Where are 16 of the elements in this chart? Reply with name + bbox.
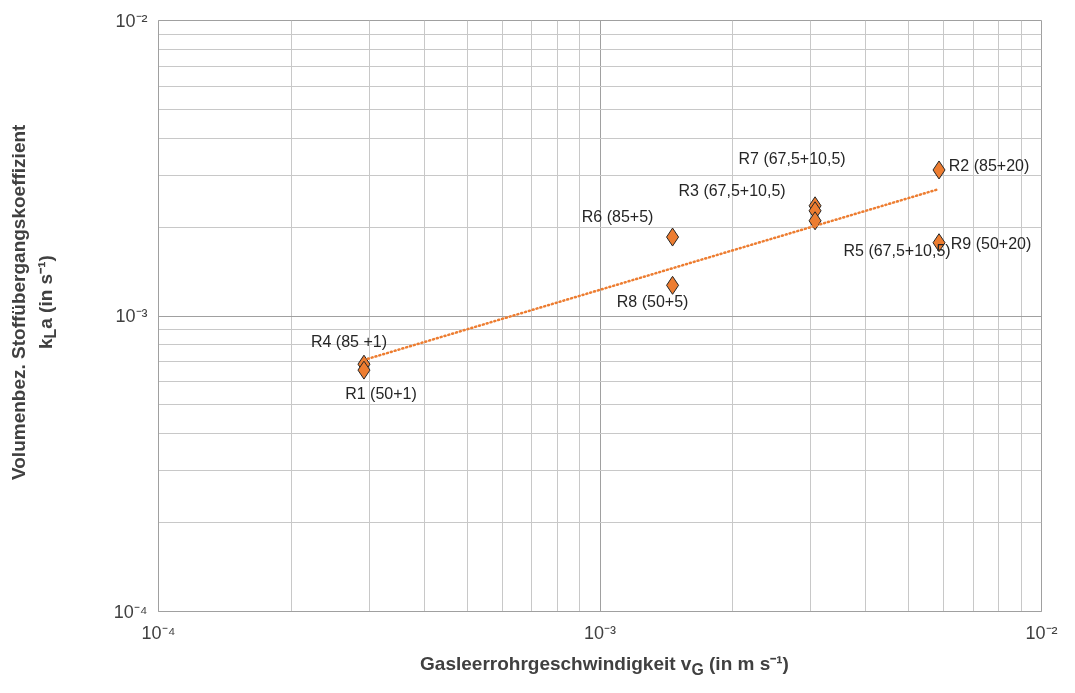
annotation: R5 (67,5+10,5) [843, 242, 951, 260]
x-tick-label: 10⁻² [1025, 622, 1058, 643]
y-tick-label: 10⁻² [115, 10, 148, 31]
x-axis-title: Gasleerrohrgeschwindigkeit v$_{G}$ (in m s⁻¹) [419, 652, 790, 680]
annotation: R4 (85 +1) [310, 332, 387, 350]
x-tick-label: 10⁻³ [583, 622, 617, 643]
annotation: R9 (50+20) [950, 235, 1032, 253]
annotation: R3 (67,5+10,5) [678, 182, 786, 200]
annotation: R6 (85+5) [581, 207, 654, 225]
annotation: R7 (67,5+10,5) [738, 150, 846, 168]
x-tick-label: 10⁻⁴ [141, 622, 176, 643]
annotation: R8 (50+5) [616, 292, 689, 310]
y-tick-label: 10⁻⁴ [113, 601, 148, 622]
y-tick-label: 10⁻³ [115, 306, 148, 326]
annotation: R1 (50+1) [345, 384, 417, 402]
annotation: R2 (85+20) [948, 157, 1030, 175]
